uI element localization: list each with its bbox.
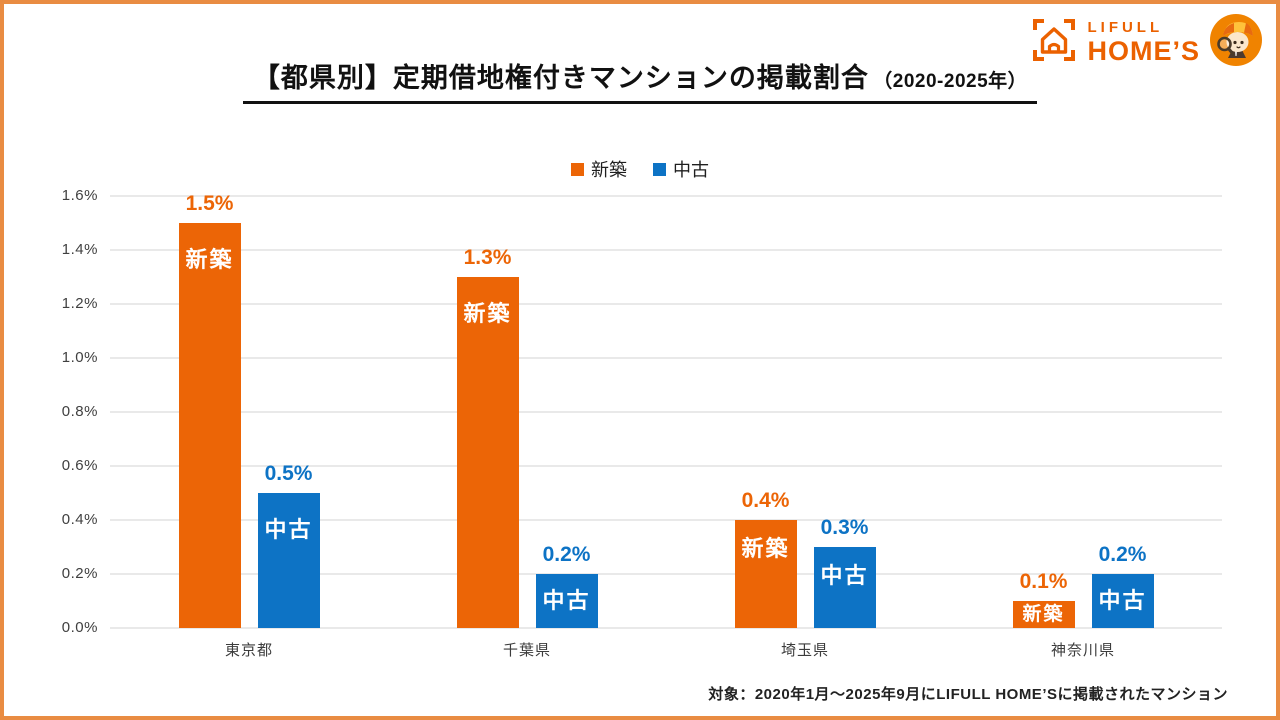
bar-series-label: 新築 (463, 301, 512, 326)
y-axis-tick-label: 0.4% (61, 511, 98, 528)
y-axis-tick-label: 1.0% (61, 349, 98, 366)
bar-shinchiku-kanagawa (1012, 601, 1075, 628)
bar-value-label: 0.4% (741, 489, 790, 512)
y-axis-tick-label: 0.0% (61, 619, 98, 636)
gridline (110, 357, 1222, 359)
house-viewfinder-icon (1031, 17, 1077, 68)
legend-swatch (653, 162, 666, 176)
x-axis-category-label: 神奈川県 (1050, 642, 1115, 659)
gridline (110, 411, 1222, 413)
y-axis-tick-label: 0.2% (61, 565, 98, 582)
x-axis-category-label: 埼玉県 (780, 642, 829, 659)
brand-line1: LIFULL (1087, 19, 1164, 36)
gridline (110, 573, 1222, 575)
gridline (110, 627, 1222, 629)
bar-chuko-saitama (813, 547, 876, 628)
legend-swatch (571, 162, 584, 176)
bar-series-label: 中古 (264, 517, 313, 542)
bar-chuko-chiba (535, 574, 598, 628)
bar-shinchiku-tokyo (178, 223, 241, 628)
footer-note: 対象：2020年1月～2025年9月にLIFULL HOME’Sに掲載されたマン… (708, 686, 1228, 703)
y-axis-tick-label: 1.2% (61, 295, 98, 312)
bar-series-label: 中古 (820, 563, 869, 588)
brand-wordmark: LIFULL HOME’S (1087, 20, 1200, 65)
legend-item-shinchiku: 新築 (571, 156, 627, 182)
gridline (110, 465, 1222, 467)
gridline (110, 195, 1222, 197)
bar-series-label: 新築 (1022, 603, 1065, 625)
bar-value-label: 0.2% (542, 543, 591, 566)
title-main-text: 【都県別】定期借地権付きマンションの掲載割合 (252, 63, 869, 93)
gridline (110, 303, 1222, 305)
legend-label: 新築 (591, 160, 627, 180)
bar-value-label: 0.2% (1098, 543, 1147, 566)
legend-label: 中古 (673, 160, 709, 180)
y-axis-tick-label: 0.6% (61, 457, 98, 474)
brand-line2: HOME’S (1087, 36, 1200, 66)
bar-value-label: 0.5% (264, 462, 313, 485)
y-axis-tick-label: 1.6% (61, 187, 98, 204)
bar-shinchiku-chiba (456, 277, 519, 628)
title-sub-text: （2020-2025年） (873, 71, 1028, 92)
bar-value-label: 1.5% (185, 192, 234, 215)
chart-legend: 新築 中古 (0, 156, 1280, 182)
bar-value-label: 0.3% (820, 516, 869, 539)
bar-chuko-kanagawa (1091, 574, 1154, 628)
gridline (110, 519, 1222, 521)
x-axis-category-label: 東京都 (224, 642, 273, 659)
bar-shinchiku-saitama (734, 520, 797, 628)
bar-value-label: 0.1% (1019, 570, 1068, 593)
bar-series-label: 新築 (185, 247, 234, 272)
y-axis-tick-label: 0.8% (61, 403, 98, 420)
lifull-homes-logo: LIFULL HOME’S (1031, 14, 1262, 71)
gridline (110, 249, 1222, 251)
bar-value-label: 1.3% (463, 246, 512, 269)
legend-item-chuko: 中古 (653, 156, 709, 182)
bar-series-label: 中古 (542, 588, 591, 613)
bar-series-label: 中古 (1098, 588, 1147, 613)
y-axis-tick-label: 1.4% (61, 241, 98, 258)
homes-kun-mascot-icon (1210, 14, 1262, 71)
x-axis-category-label: 千葉県 (502, 642, 551, 659)
bar-series-label: 新築 (741, 536, 790, 561)
page-title: 【都県別】定期借地権付きマンションの掲載割合 （2020-2025年） (0, 56, 1280, 104)
bar-chuko-tokyo (257, 493, 320, 628)
